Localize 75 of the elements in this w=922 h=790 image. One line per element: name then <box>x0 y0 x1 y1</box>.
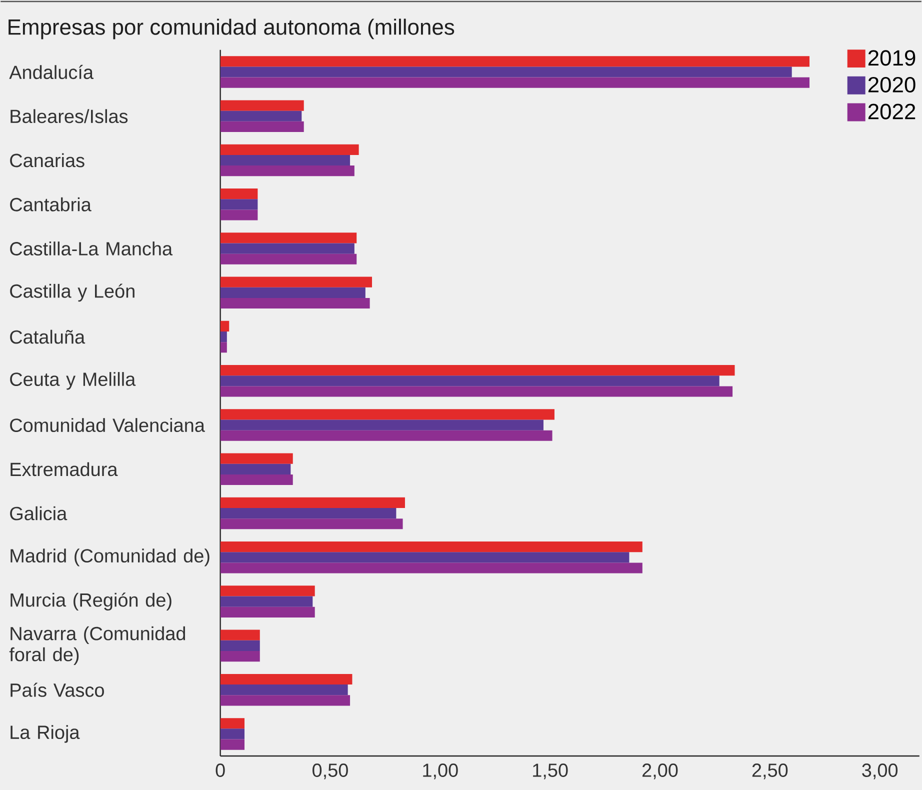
x-tick-label: 1,50 <box>533 764 568 780</box>
bar <box>220 728 244 740</box>
bar <box>220 542 642 552</box>
bar <box>220 474 293 486</box>
bar <box>220 640 260 651</box>
bar <box>220 453 293 464</box>
bar <box>220 508 396 519</box>
y-tick-label: País Vasco <box>10 682 104 697</box>
y-tick-label: Castilla y León <box>10 284 134 302</box>
bar <box>220 166 354 176</box>
bar <box>220 332 227 342</box>
bar <box>220 596 313 607</box>
bar <box>220 144 359 155</box>
bar <box>220 420 544 430</box>
bar <box>220 497 405 508</box>
bar <box>220 695 350 706</box>
bar <box>220 243 354 254</box>
bar <box>220 562 642 574</box>
bar <box>220 121 304 132</box>
y-tick-label: La Rioja <box>10 725 80 743</box>
bar <box>220 518 403 530</box>
bar <box>220 464 291 474</box>
bar <box>220 210 258 220</box>
x-tick-label: 1,00 <box>423 764 458 780</box>
y-tick-label: Extremadura <box>10 462 118 476</box>
y-tick-label: Canarias <box>10 153 84 168</box>
y-tick-label: Cataluña <box>10 330 86 344</box>
bar <box>220 674 352 685</box>
bar <box>220 154 350 166</box>
bar <box>220 188 258 200</box>
y-tick-label: Ceuta y Melilla <box>10 372 136 390</box>
y-tick-label: Murcia (Región de) <box>10 592 172 611</box>
bar <box>220 376 720 386</box>
y-tick-label: Cantabria <box>10 197 92 212</box>
x-tick-label: 2,00 <box>642 764 678 780</box>
bar <box>220 110 302 122</box>
bar <box>220 199 258 210</box>
bar <box>220 718 244 729</box>
bar <box>220 365 735 376</box>
y-tick-label: Castilla-La Mancha <box>10 242 173 256</box>
legend-label: 2020 <box>868 76 916 93</box>
bar <box>220 552 630 563</box>
chart-title: Empresas por comunidad autonoma (millones <box>8 18 454 40</box>
bar <box>220 684 348 696</box>
x-tick-label: 2,50 <box>752 764 788 780</box>
bar <box>220 409 554 420</box>
legend-label: 2022 <box>868 104 916 120</box>
bar <box>220 386 733 397</box>
x-tick-label: 0,50 <box>312 764 348 780</box>
bar <box>220 298 370 309</box>
y-tick-label: Comunidad Valenciana <box>10 418 205 432</box>
y-tick-label: Andalucía <box>9 64 94 80</box>
bar <box>220 430 552 441</box>
bar <box>220 254 357 264</box>
bar <box>220 100 304 111</box>
bar <box>220 606 315 618</box>
y-tick-label: Navarra (Comunidad foral de) <box>9 626 186 666</box>
y-tick-label: Baleares/Islas <box>10 109 128 124</box>
bar <box>220 651 260 662</box>
y-tick-label: Galicia <box>10 506 68 520</box>
bar <box>220 342 227 353</box>
y-tick-label: Madrid (Comunidad de) <box>10 548 210 566</box>
x-tick-label: 3,00 <box>862 764 898 780</box>
bar <box>220 77 810 88</box>
bar <box>220 586 315 596</box>
bar <box>220 276 372 288</box>
bar <box>220 232 357 244</box>
bar <box>220 739 244 750</box>
x-tick-label: 0 <box>216 764 225 777</box>
bar <box>220 56 810 67</box>
bar <box>220 320 230 332</box>
bar <box>220 630 260 640</box>
legend-label: 2019 <box>868 50 916 66</box>
bar <box>220 287 366 298</box>
bar <box>220 66 792 78</box>
